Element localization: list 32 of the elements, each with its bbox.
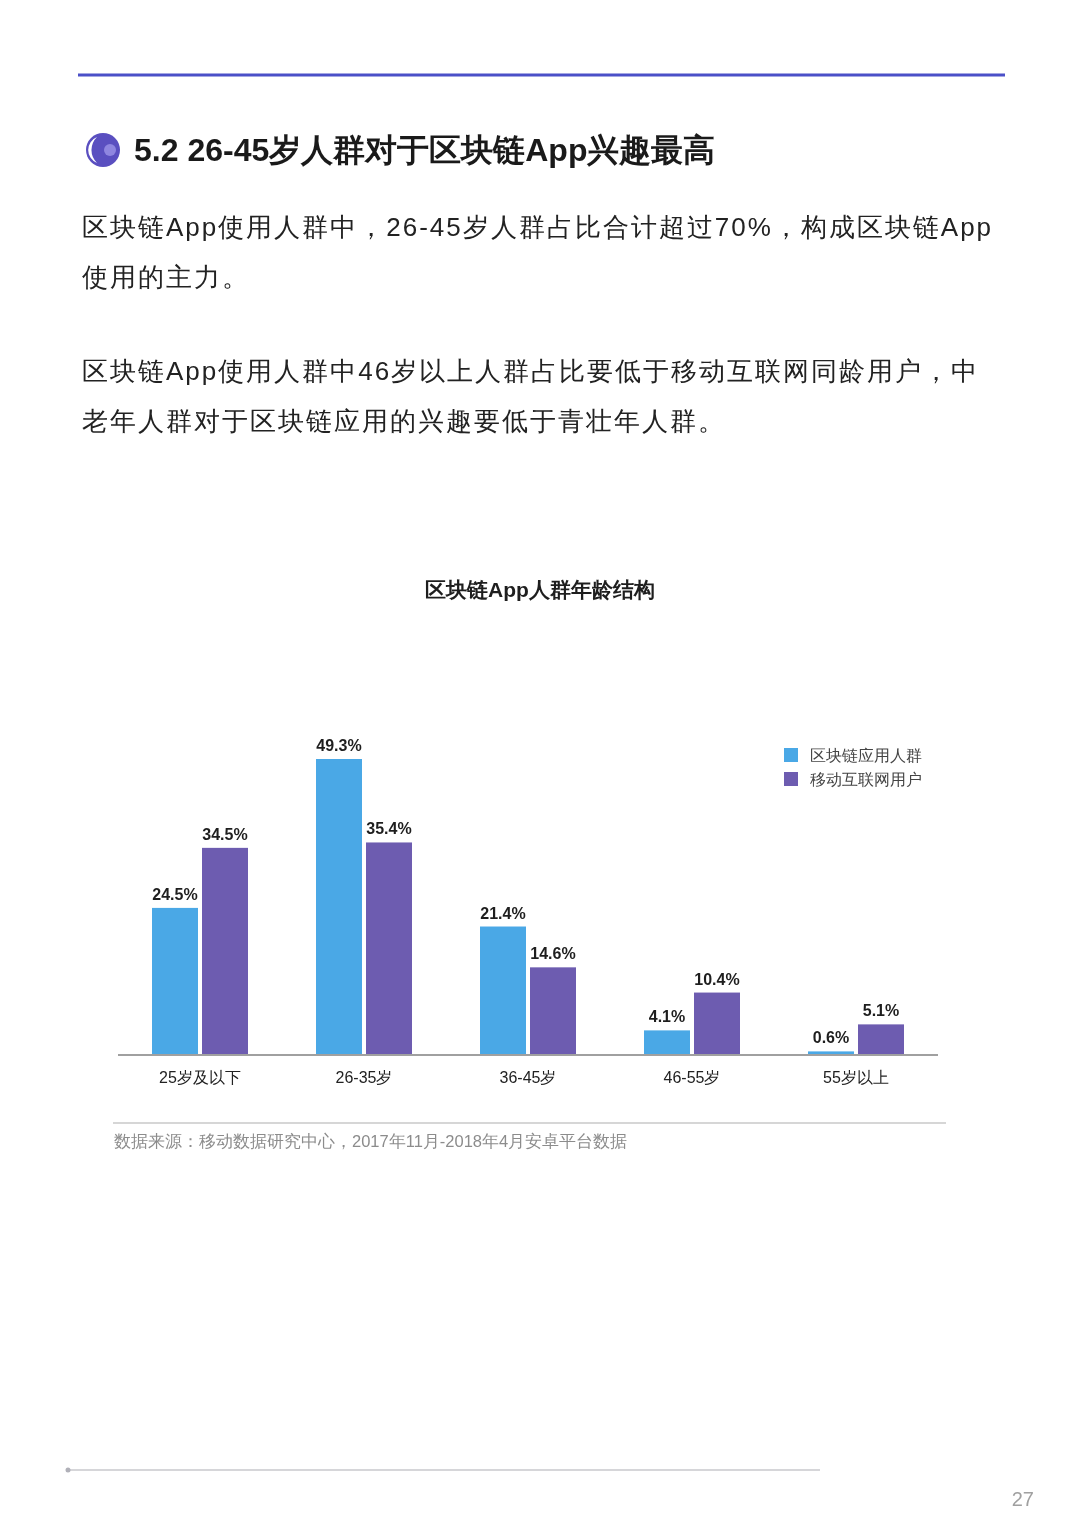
data-label: 14.6% [530,945,576,963]
annotation: 27 [1010,1487,1034,1512]
bar [694,992,740,1055]
annotation: 数据来源：移动数据研究中心，2017年11月-2018年4月安卓平台数据 [114,1131,629,1152]
bar [480,926,526,1055]
data-label: 0.6% [812,1029,850,1047]
data-label: 34.5% [202,825,248,843]
data-label: 10.4% [694,970,740,988]
data-label: 24.5% [152,885,198,903]
annotation: 区块链App使用人群中，26-45岁人群占比合计超过70%，构成区块链App使用的主力。 [82,211,995,294]
x-tick-label: 46-55岁 [663,1069,721,1086]
x-tick-label: 36-45岁 [499,1069,557,1086]
bar [316,759,362,1055]
legend-label: 区块链应用人群 [810,747,922,764]
x-tick-label: 55岁以上 [823,1069,889,1086]
bar [858,1024,904,1055]
data-label: 5.1% [862,1002,900,1020]
bar [202,847,248,1055]
bar [152,907,198,1055]
x-tick-label: 26-35岁 [335,1069,393,1086]
bar [366,842,412,1055]
data-label: 49.3% [316,737,362,754]
data-label: 35.4% [366,820,412,838]
x-tick-label: 25岁及以下 [159,1069,241,1086]
legend-label: 移动互联网用户 [810,771,922,788]
annotation: 5.2 26-45岁人群对于区块链App兴趣最高 [134,131,717,170]
data-label: 4.1% [648,1008,686,1026]
chart-title: 区块链App人群年龄结构 [425,578,655,601]
annotation: 区块链App使用人群中46岁以上人群占比要低于移动互联网同龄用户，中老年人群对于区块链应用的兴趣要低于青壮年人群。 [82,355,981,438]
bar [530,967,576,1055]
bar [644,1030,690,1055]
data-label: 21.4% [480,904,526,922]
